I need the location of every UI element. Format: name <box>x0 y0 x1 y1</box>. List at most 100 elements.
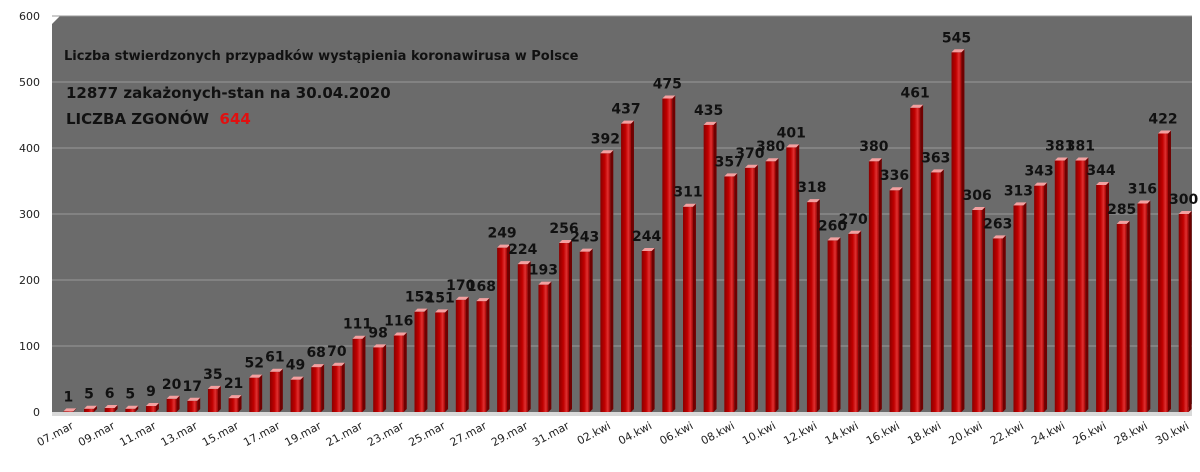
bar <box>1013 205 1024 412</box>
bar <box>992 238 1003 412</box>
bar-side <box>424 308 428 412</box>
bar-top <box>662 95 676 99</box>
bar-side <box>403 332 407 412</box>
bar-top <box>104 405 118 409</box>
data-label: 151 <box>425 290 454 306</box>
data-label: 98 <box>368 325 387 341</box>
bar-side <box>796 144 800 412</box>
bar-side <box>155 403 159 412</box>
bar-top <box>476 298 490 302</box>
bar <box>744 167 755 412</box>
bar-side <box>1167 130 1171 413</box>
bar-top <box>166 395 180 399</box>
data-label: 20 <box>162 377 182 393</box>
bar-top <box>84 405 97 409</box>
bar-side <box>651 247 655 412</box>
bar-top <box>207 385 221 389</box>
bar <box>724 176 735 412</box>
bar <box>228 398 239 412</box>
bar-side <box>341 362 345 412</box>
bar-side <box>465 296 469 412</box>
bar <box>393 335 404 412</box>
bar <box>497 247 508 412</box>
x-tick-label: 24.kwi <box>1029 419 1067 447</box>
y-tick-label: 0 <box>33 406 40 419</box>
data-label: 170 <box>446 278 475 294</box>
bar-side <box>362 335 366 412</box>
bar-side <box>1188 211 1192 412</box>
y-tick-label: 500 <box>19 76 40 89</box>
x-tick-label: 20.kwi <box>947 419 985 447</box>
data-label: 21 <box>224 376 243 392</box>
data-label: 256 <box>549 221 578 237</box>
bar-side <box>321 364 325 412</box>
bar <box>868 161 879 412</box>
bar-top <box>352 335 366 339</box>
bar <box>910 107 921 413</box>
x-tick-label: 21.mar <box>324 419 365 449</box>
data-label: 168 <box>467 279 496 295</box>
data-label: 193 <box>529 263 558 279</box>
bar <box>249 377 260 412</box>
bar <box>290 379 301 412</box>
bar <box>806 202 817 412</box>
bar <box>414 311 425 412</box>
bar <box>517 264 528 412</box>
bar <box>662 98 673 412</box>
infected-total-annotation: 12877 zakażonych-stan na 30.04.2020 <box>66 84 391 102</box>
bar <box>435 312 446 412</box>
data-label: 1 <box>63 389 73 405</box>
data-label: 316 <box>1128 181 1157 197</box>
data-label: 435 <box>694 103 723 119</box>
bar-top <box>868 158 882 162</box>
bar-side <box>982 207 986 412</box>
bar-top <box>744 164 758 168</box>
data-label: 9 <box>146 384 156 400</box>
x-tick-label: 16.kwi <box>864 419 902 447</box>
bar-side <box>114 405 118 412</box>
data-label: 336 <box>880 168 909 184</box>
x-tick-label: 18.kwi <box>905 419 943 447</box>
x-tick-label: 13.mar <box>159 419 200 449</box>
data-label: 263 <box>983 216 1012 232</box>
bar <box>889 190 900 412</box>
bar-side <box>1064 157 1068 412</box>
bar-side <box>878 158 882 412</box>
x-tick-label: 11.mar <box>117 419 158 449</box>
bar-top <box>187 397 201 401</box>
bar-side <box>445 309 449 412</box>
data-label: 343 <box>1024 164 1053 180</box>
bar-top <box>1116 220 1130 224</box>
data-label: 475 <box>653 77 682 93</box>
data-label: 401 <box>777 125 806 141</box>
bar-top <box>848 230 862 234</box>
bar-side <box>135 405 139 412</box>
bar <box>579 251 590 412</box>
bar-side <box>630 120 634 412</box>
bar-side <box>238 395 242 412</box>
bar <box>1075 160 1086 412</box>
data-label: 244 <box>632 229 661 245</box>
bar-side <box>527 261 531 412</box>
x-tick-label: 10.kwi <box>740 419 778 447</box>
bar-top <box>1034 182 1048 186</box>
bar-top <box>517 261 531 265</box>
bar-top <box>249 374 263 378</box>
bar <box>703 124 714 413</box>
bar-top <box>1054 157 1068 161</box>
bar <box>311 367 322 412</box>
bar-side <box>176 395 180 412</box>
chart-title: Liczba stwierdzonych przypadków wystąpie… <box>64 49 579 64</box>
data-label: 243 <box>570 230 599 246</box>
bar-side <box>217 385 221 412</box>
x-tick-label: 12.kwi <box>781 419 819 447</box>
x-tick-label: 27.mar <box>448 419 489 449</box>
bar-top <box>455 296 469 300</box>
x-tick-label: 25.mar <box>407 419 448 449</box>
data-label: 5 <box>84 387 94 403</box>
y-tick-label: 600 <box>19 10 40 23</box>
data-label: 318 <box>797 180 826 196</box>
bar-top <box>765 158 779 162</box>
bar-top <box>930 169 944 173</box>
bar-side <box>279 368 283 412</box>
